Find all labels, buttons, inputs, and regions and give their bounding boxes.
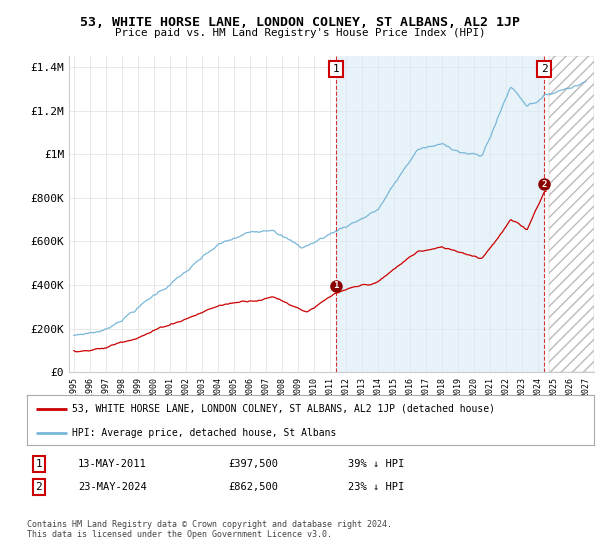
- Text: 2: 2: [541, 180, 547, 189]
- Text: HPI: Average price, detached house, St Albans: HPI: Average price, detached house, St A…: [73, 428, 337, 437]
- Text: £862,500: £862,500: [228, 482, 278, 492]
- Bar: [336, 56, 544, 372]
- Text: 2: 2: [541, 64, 547, 74]
- Text: Contains HM Land Registry data © Crown copyright and database right 2024.
This d: Contains HM Land Registry data © Crown c…: [27, 520, 392, 539]
- Text: 1: 1: [333, 281, 338, 290]
- Text: £397,500: £397,500: [228, 459, 278, 469]
- Text: 23% ↓ HPI: 23% ↓ HPI: [348, 482, 404, 492]
- Text: Price paid vs. HM Land Registry's House Price Index (HPI): Price paid vs. HM Land Registry's House …: [115, 28, 485, 38]
- Text: 13-MAY-2011: 13-MAY-2011: [78, 459, 147, 469]
- Text: 2: 2: [35, 482, 43, 492]
- Bar: [549, 56, 594, 372]
- Text: 53, WHITE HORSE LANE, LONDON COLNEY, ST ALBANS, AL2 1JP (detached house): 53, WHITE HORSE LANE, LONDON COLNEY, ST …: [73, 404, 496, 414]
- Text: 1: 1: [332, 64, 339, 74]
- Text: 39% ↓ HPI: 39% ↓ HPI: [348, 459, 404, 469]
- Text: 1: 1: [35, 459, 43, 469]
- Text: 53, WHITE HORSE LANE, LONDON COLNEY, ST ALBANS, AL2 1JP: 53, WHITE HORSE LANE, LONDON COLNEY, ST …: [80, 16, 520, 29]
- Text: 23-MAY-2024: 23-MAY-2024: [78, 482, 147, 492]
